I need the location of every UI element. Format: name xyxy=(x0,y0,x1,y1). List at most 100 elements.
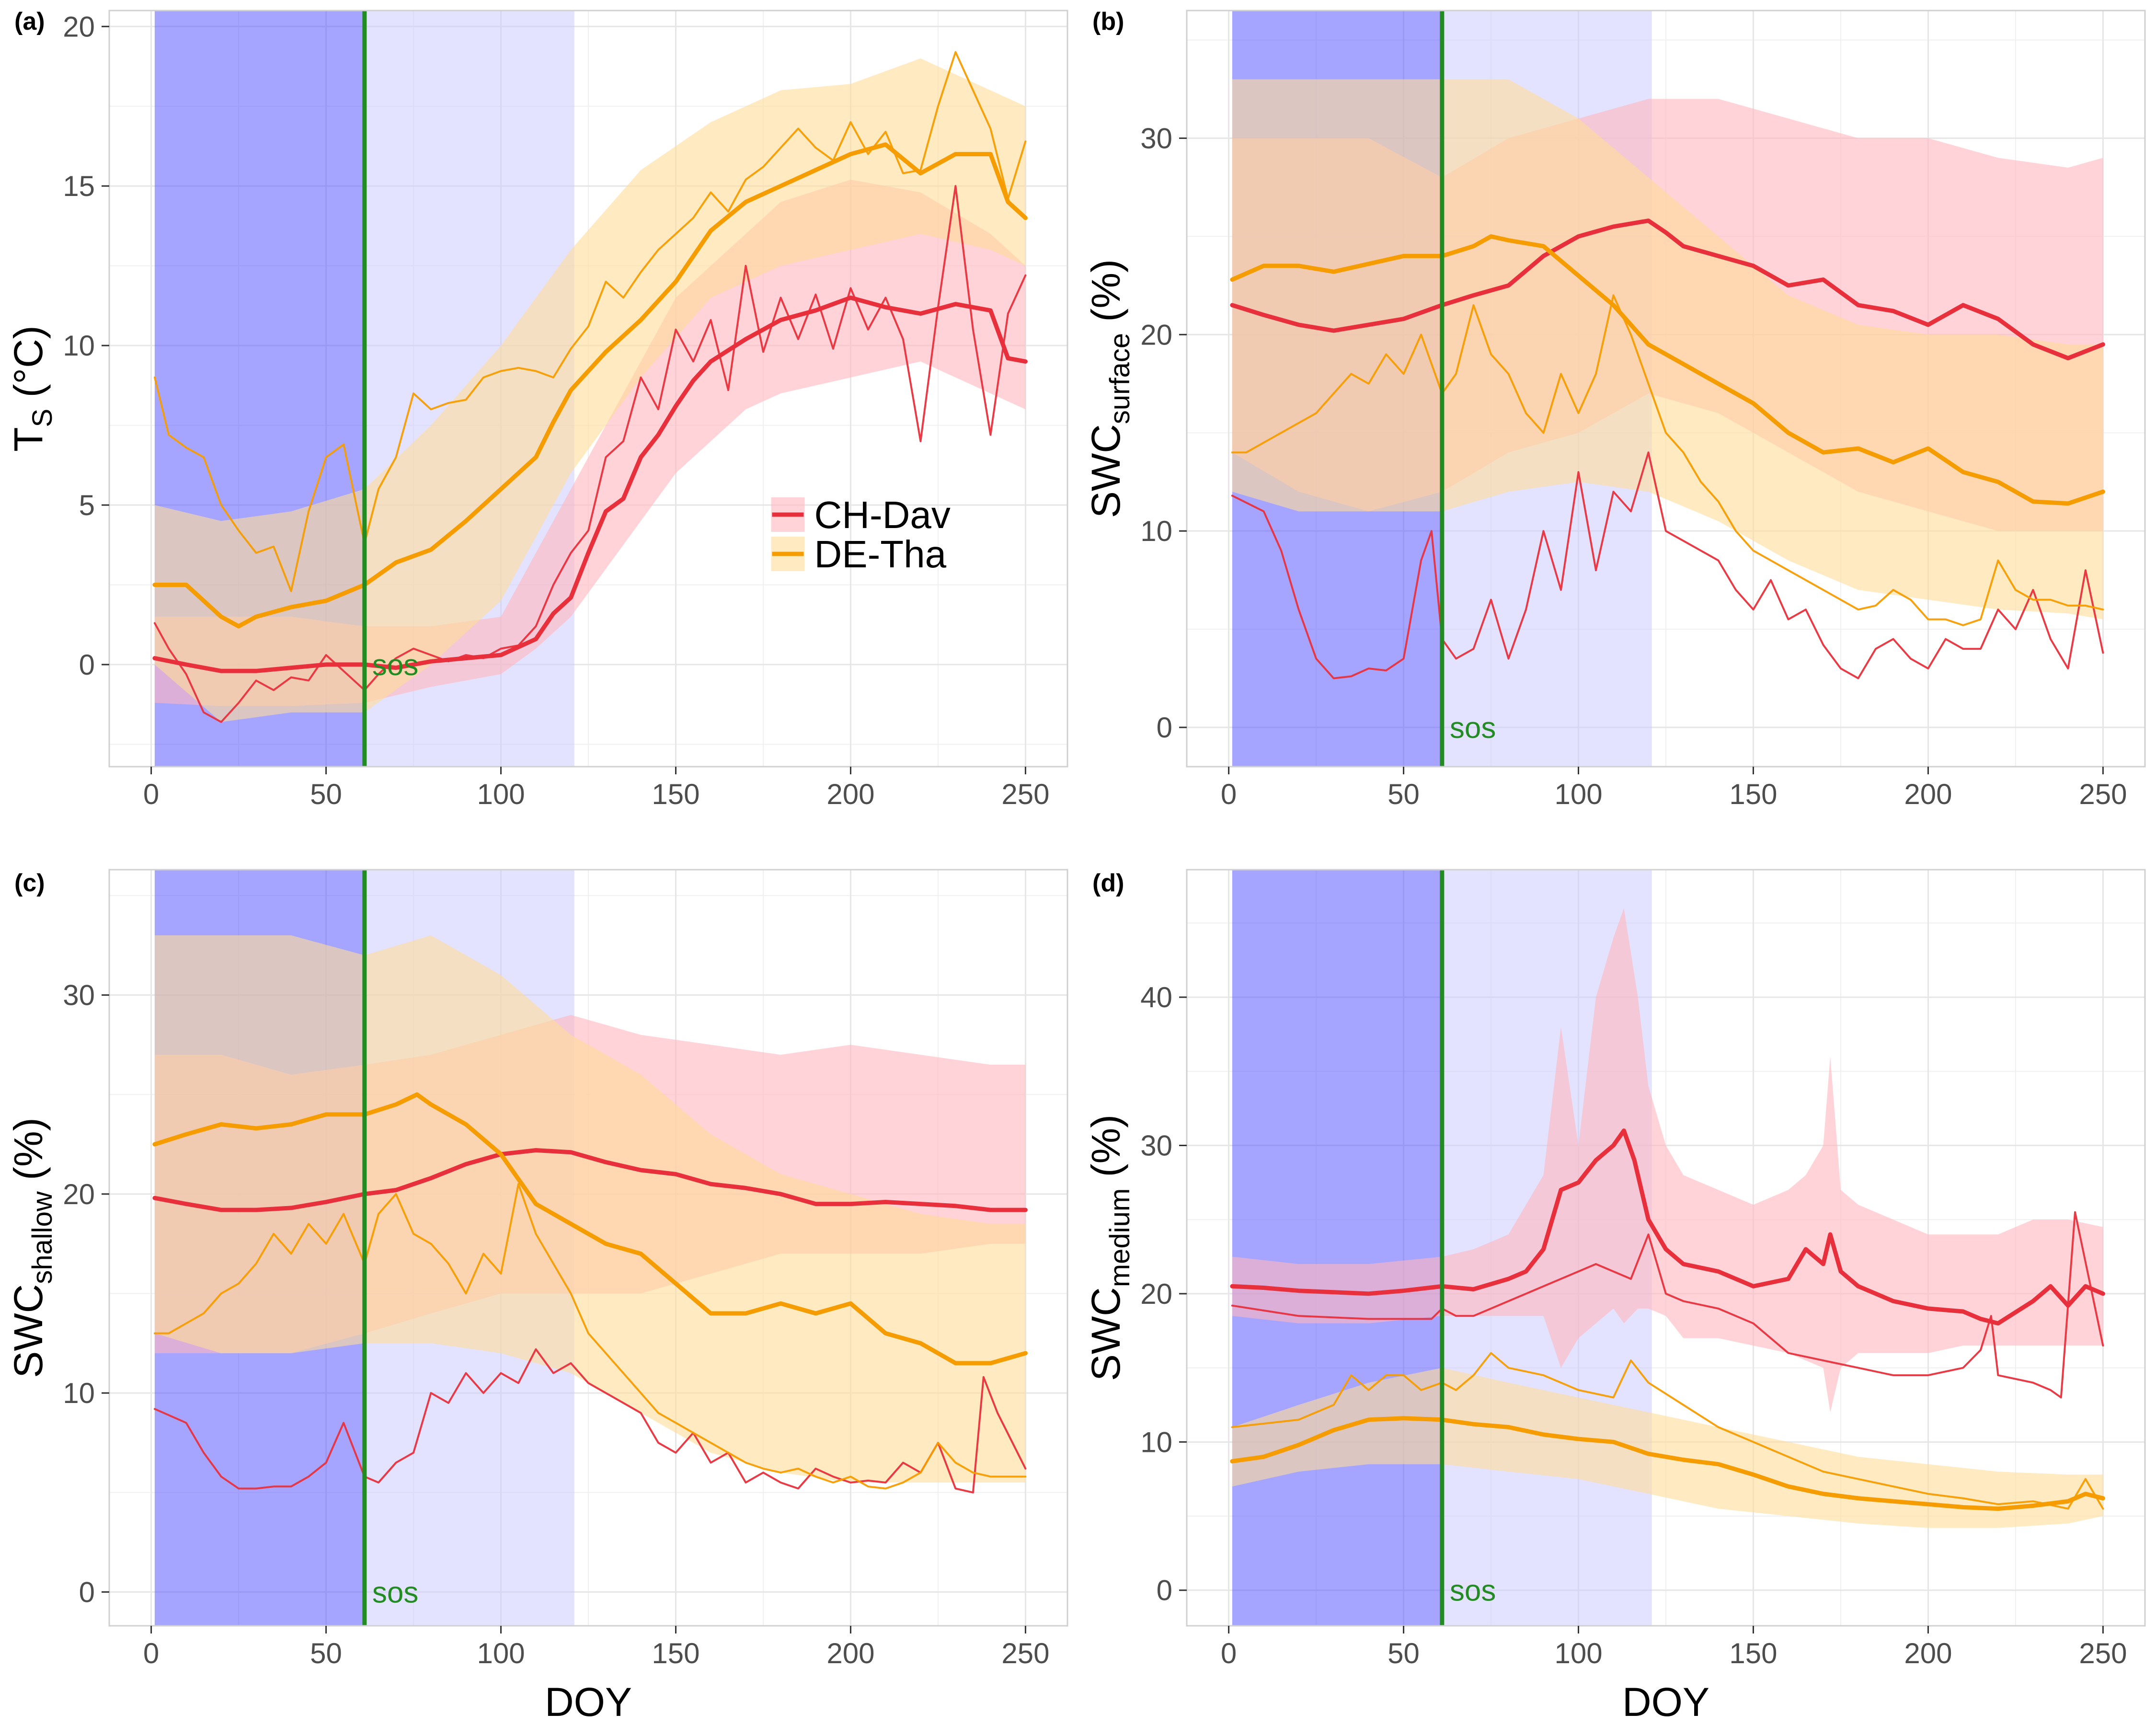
band-de-tha xyxy=(1232,79,2103,620)
y-tick-label: 0 xyxy=(79,1576,95,1608)
panel-border xyxy=(1186,869,2146,1627)
x-tick-label: 200 xyxy=(1904,778,1952,810)
x-tick-label: 50 xyxy=(310,778,342,810)
y-axis-title: SWCsurface (%) xyxy=(1083,259,1135,518)
series-mean-ch-dav xyxy=(1230,1128,2105,1326)
series-mean-ch-dav xyxy=(152,1148,1028,1212)
y-tick-label: 15 xyxy=(63,170,95,202)
x-tick-label: 50 xyxy=(1388,1637,1420,1669)
x-tick-label: 150 xyxy=(652,1637,700,1669)
series-mean-de-tha xyxy=(152,142,1028,629)
band-de-tha xyxy=(154,935,1026,1483)
panel-border xyxy=(108,869,1068,1627)
sos-label: sos xyxy=(372,1576,418,1609)
y-tick-label: 10 xyxy=(63,330,95,362)
series-year-de-tha xyxy=(1231,294,2104,626)
y-axis-title-sub: medium xyxy=(1104,1188,1135,1287)
y-axis-title-sub: S xyxy=(27,409,58,427)
y-tick-label: 5 xyxy=(79,489,95,521)
x-tick-label: 200 xyxy=(826,1637,874,1669)
sos-label: sos xyxy=(1450,1575,1496,1608)
y-tick-label: 10 xyxy=(1140,1426,1172,1458)
x-tick-label: 250 xyxy=(2079,1637,2127,1669)
y-tick-label: 30 xyxy=(1140,122,1172,154)
x-tick-label: 200 xyxy=(1904,1637,1952,1669)
panel-label: (a) xyxy=(14,8,45,35)
x-tick-label: 100 xyxy=(1554,778,1602,810)
y-axis-title-main: SWC xyxy=(1083,424,1128,518)
panel-3: sos 0 50 100 150 200 250 0 10 20 30 40 (d) SWCmedium … xyxy=(1083,869,2146,1725)
series-year-de-tha xyxy=(153,1183,1027,1490)
sos-label: sos xyxy=(1450,712,1496,745)
y-axis-title-unit: (%) xyxy=(1083,1115,1128,1188)
series-year-ch-dav xyxy=(153,1348,1027,1494)
winter-shading xyxy=(1232,870,1442,1626)
sos-label: sos xyxy=(372,649,418,682)
y-tick-label: 0 xyxy=(1157,1575,1172,1607)
y-tick-label: 0 xyxy=(1157,712,1172,744)
y-tick-label: 10 xyxy=(63,1377,95,1409)
x-tick-label: 100 xyxy=(1554,1637,1602,1669)
y-axis-title-unit: (%) xyxy=(1083,259,1128,333)
y-axis-title-sub: surface xyxy=(1104,333,1135,424)
series-year-ch-dav xyxy=(1231,1211,2104,1399)
y-axis-title-main: T xyxy=(6,427,51,451)
y-tick-label: 40 xyxy=(1140,981,1172,1013)
x-tick-label: 0 xyxy=(1221,1637,1237,1669)
x-axis-title: DOY xyxy=(545,1679,632,1725)
panel-label: (c) xyxy=(14,869,45,897)
y-tick-label: 30 xyxy=(1140,1130,1172,1162)
y-tick-label: 20 xyxy=(1140,1278,1172,1310)
series-mean-ch-dav xyxy=(152,295,1028,673)
y-tick-label: 30 xyxy=(63,979,95,1012)
y-tick-label: 20 xyxy=(63,11,95,43)
x-tick-label: 0 xyxy=(143,1637,159,1669)
series-year-ch-dav xyxy=(1231,451,2104,679)
panel-label: (b) xyxy=(1092,8,1124,35)
x-tick-label: 250 xyxy=(2079,778,2127,810)
series-year-ch-dav xyxy=(153,185,1027,723)
series-year-de-tha xyxy=(153,51,1027,592)
y-axis-title-unit: (%) xyxy=(6,1117,51,1191)
panel-label: (d) xyxy=(1092,869,1124,897)
y-axis-title: SWCmedium (%) xyxy=(1083,1115,1135,1381)
panel-2: sos 0 50 100 150 200 250 0 10 20 30 (c) SWCshallow (… xyxy=(6,869,1068,1725)
panel-1: sos 0 50 100 150 200 250 0 10 20 30 (b) SWCsurface (… xyxy=(1083,8,2146,810)
band-de-tha xyxy=(1232,1368,2103,1528)
panel-0: sos 0 50 100 150 200 250 0 5 10 15 20 (a) TS (°C) CH-D… xyxy=(6,8,1068,810)
y-axis-title: SWCshallow (%) xyxy=(6,1117,58,1378)
y-axis-title: TS (°C) xyxy=(6,325,58,452)
series-mean-ch-dav xyxy=(1230,218,2105,360)
x-tick-label: 0 xyxy=(1221,778,1237,810)
x-tick-label: 250 xyxy=(1001,778,1049,810)
x-tick-label: 200 xyxy=(826,778,874,810)
x-tick-label: 50 xyxy=(1388,778,1420,810)
panel-border xyxy=(108,10,1068,768)
x-tick-label: 0 xyxy=(143,778,159,810)
legend-label: CH-Dav xyxy=(814,494,950,536)
y-axis-title-main: SWC xyxy=(1083,1287,1128,1381)
series-mean-de-tha xyxy=(1230,234,2105,506)
x-tick-label: 150 xyxy=(652,778,700,810)
series-year-de-tha xyxy=(1231,1352,2104,1510)
y-tick-label: 10 xyxy=(1140,515,1172,547)
x-tick-label: 100 xyxy=(477,1637,525,1669)
legend-label: DE-Tha xyxy=(814,533,946,575)
y-axis-title-main: SWC xyxy=(6,1284,51,1378)
x-tick-label: 100 xyxy=(477,778,525,810)
y-axis-title-unit: (°C) xyxy=(6,325,51,409)
band-de-tha xyxy=(154,58,1026,722)
x-tick-label: 250 xyxy=(1001,1637,1049,1669)
x-tick-label: 50 xyxy=(310,1637,342,1669)
panel-border xyxy=(1186,10,2146,768)
y-axis-title-sub: shallow xyxy=(27,1191,58,1284)
series-mean-de-tha xyxy=(1230,1416,2105,1511)
x-tick-label: 150 xyxy=(1729,778,1777,810)
y-tick-label: 20 xyxy=(63,1178,95,1210)
series-mean-de-tha xyxy=(152,1092,1028,1366)
y-tick-label: 0 xyxy=(79,649,95,681)
x-axis-title: DOY xyxy=(1622,1679,1709,1725)
y-tick-label: 20 xyxy=(1140,319,1172,351)
